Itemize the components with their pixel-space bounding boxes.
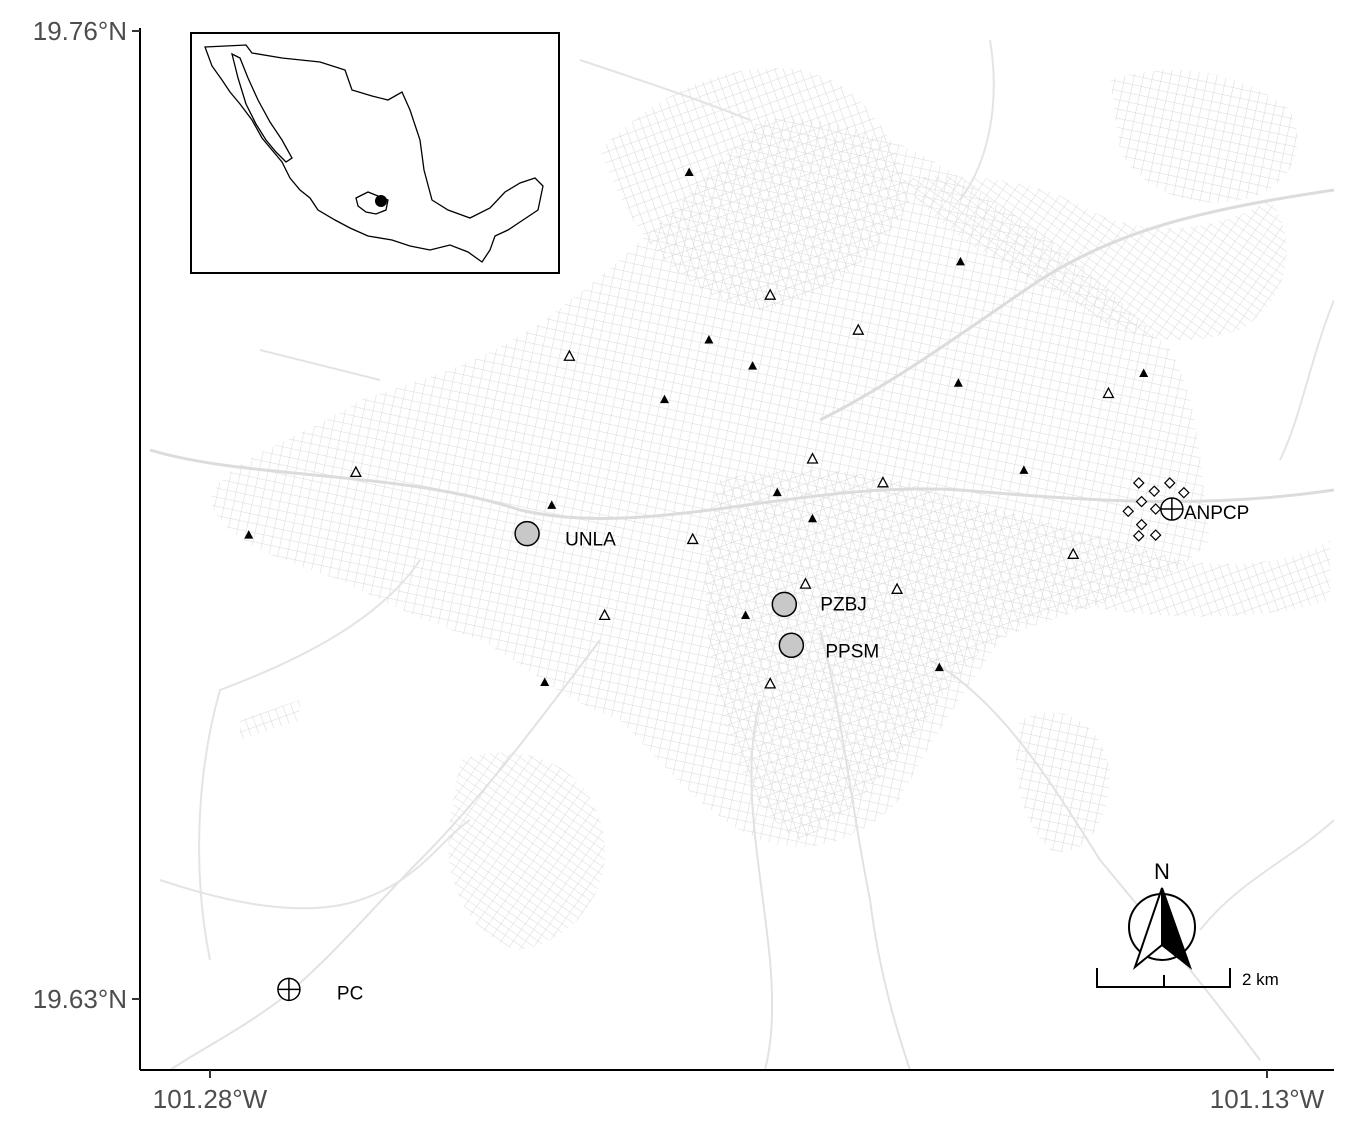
diamond-marker (1132, 477, 1145, 489)
inset-map (190, 32, 560, 274)
diamond-marker (1132, 530, 1145, 542)
diamond-marker (1135, 495, 1148, 508)
site-label: PC (337, 983, 363, 1004)
filled-triangle-marker (772, 487, 782, 497)
filled-triangle-markers (244, 167, 1149, 687)
open-triangle-marker (764, 288, 777, 300)
filled-triangle-marker (953, 378, 963, 387)
site-label: ANPCP (1184, 503, 1249, 524)
open-triangle-marker (349, 465, 362, 478)
y-tick-label: 19.76°N (33, 16, 127, 46)
open-triangle-marker (1067, 547, 1080, 559)
open-triangle-marker (799, 577, 812, 589)
michoacan-outline-icon (355, 191, 389, 215)
site-ppsm: PPSM (778, 632, 879, 662)
diamond-marker (1149, 529, 1162, 541)
diamond-marker (1149, 503, 1162, 515)
filled-triangle-marker (934, 662, 944, 672)
open-triangle-markers (349, 288, 1115, 689)
street-network (149, 39, 1334, 1070)
y-tick-label: 19.63°N (33, 984, 127, 1014)
baja-california-icon (231, 52, 293, 163)
filled-triangle-marker (955, 256, 965, 266)
diamond-marker (1178, 486, 1190, 499)
filled-triangle-marker (1019, 465, 1029, 474)
site-pc: PC (277, 977, 363, 1004)
open-triangle-marker (764, 677, 777, 689)
filled-triangle-marker (547, 500, 557, 509)
open-triangle-marker (891, 582, 904, 594)
scale-bar: 2 km (1096, 968, 1279, 989)
scale-bar-label: 2 km (1242, 970, 1279, 989)
filled-triangle-marker (540, 677, 550, 687)
y-axis-ticks: 19.76°N 19.63°N (33, 16, 140, 1014)
open-triangle-marker (686, 532, 699, 545)
filled-triangle-marker (748, 361, 758, 370)
open-triangle-marker (806, 452, 819, 464)
x-tick-label: 101.13°W (1210, 1084, 1325, 1114)
filled-triangle-marker (741, 610, 751, 620)
open-triangle-marker (563, 349, 576, 361)
study-area-dot (375, 195, 387, 207)
map-axes (139, 28, 1334, 1071)
filled-triangle-marker (807, 513, 817, 523)
site-pzbj: PZBJ (771, 591, 867, 618)
open-triangle-marker (598, 608, 611, 621)
north-arrow: N (1128, 859, 1196, 970)
filled-triangle-marker (244, 530, 254, 539)
filled-triangle-marker (660, 394, 670, 404)
filled-triangle-marker (704, 335, 714, 344)
x-axis-ticks: 101.28°W 101.13°W (153, 1070, 1325, 1114)
site-label: UNLA (565, 530, 616, 551)
grey-circle-marker (778, 632, 805, 659)
mexico-outline-icon (204, 44, 544, 263)
filled-triangle-marker (1139, 368, 1149, 378)
inset-frame (190, 32, 560, 274)
x-tick-label: 101.28°W (153, 1084, 268, 1114)
site-label: PPSM (825, 641, 879, 662)
north-arrow-right-half (1161, 887, 1193, 970)
grey-circle-marker (771, 591, 798, 618)
open-triangle-marker (876, 476, 889, 488)
diamond-marker (1148, 485, 1161, 498)
site-unla: UNLA (514, 520, 616, 551)
site-markers: UNLA PZBJ PPSM ANPCP PC (277, 497, 1249, 1004)
diamond-marker (1163, 477, 1176, 489)
open-triangle-marker (852, 323, 865, 335)
site-anpcp: ANPCP (1160, 497, 1249, 524)
diamond-marker (1135, 518, 1148, 531)
north-letter: N (1154, 859, 1170, 884)
diamond-marker (1122, 505, 1135, 518)
open-triangle-marker (1102, 386, 1115, 399)
grey-circle-marker (514, 520, 540, 547)
filled-triangle-marker (684, 167, 694, 176)
site-label: PZBJ (820, 594, 866, 615)
diamond-markers (1122, 477, 1190, 542)
